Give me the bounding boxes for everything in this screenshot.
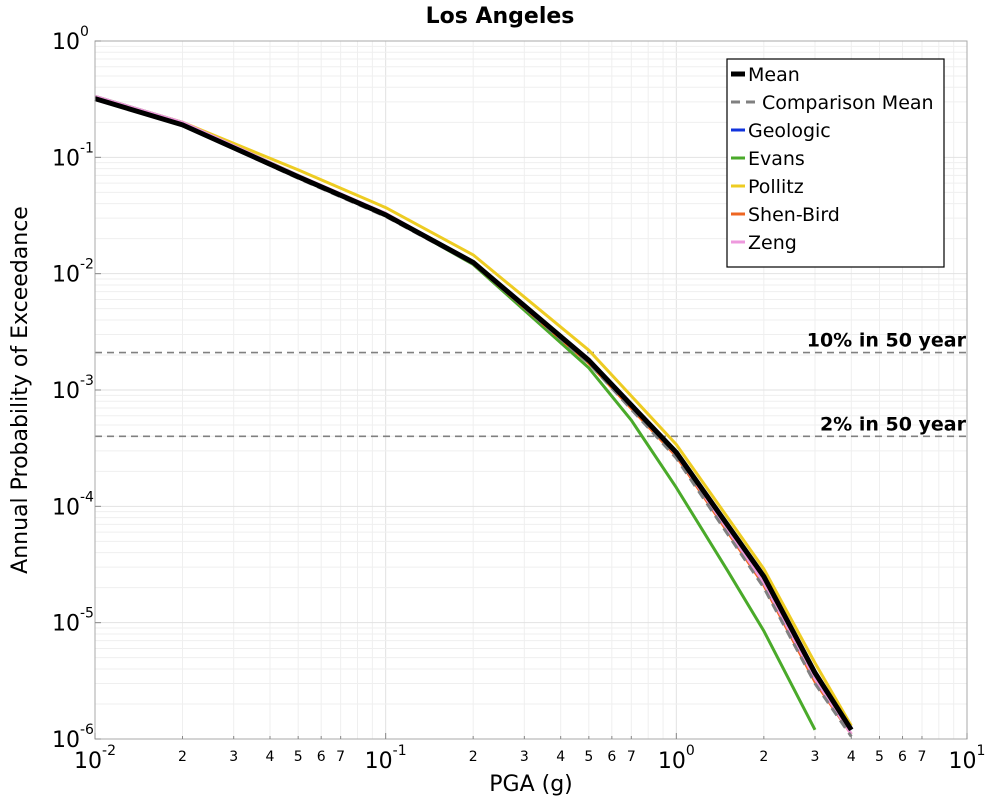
y-tick-label: 10-5 xyxy=(52,606,94,637)
x-minor-tick-label: 3 xyxy=(520,749,529,765)
x-minor-tick-label: 2 xyxy=(178,749,187,765)
series-line-pollitz xyxy=(94,95,853,727)
y-tick-label: 100 xyxy=(52,24,89,55)
legend-entry: Mean xyxy=(748,64,800,86)
legend-entry: Geologic xyxy=(748,120,831,142)
grid xyxy=(94,41,967,740)
x-minor-tick-label: 3 xyxy=(811,749,820,765)
legend-entry: Shen-Bird xyxy=(748,204,840,226)
x-tick-label: 100 xyxy=(658,743,695,774)
series-line-mean xyxy=(94,96,854,732)
x-tick-label: 10-1 xyxy=(365,743,407,774)
reference-line-label: 2% in 50 year xyxy=(820,413,967,435)
x-minor-tick-label: 7 xyxy=(336,749,345,765)
x-axis-label: PGA (g) xyxy=(489,772,573,797)
legend-box xyxy=(726,58,945,268)
legend-entry: Zeng xyxy=(748,232,797,254)
x-axis-ticks: 10-2 2 3 4 5 6 7 10-1 2 3 4 5 6 7 100 2 3 4 5 6 7 101 xyxy=(74,733,985,774)
y-tick-label: 10-6 xyxy=(52,722,94,753)
x-tick-label: 10-2 xyxy=(74,743,116,774)
x-tick-label: 101 xyxy=(949,743,986,774)
y-tick-label: 10-1 xyxy=(52,140,94,171)
reference-lines: 10% in 50 year 2% in 50 year xyxy=(95,330,967,438)
y-tick-label: 10-4 xyxy=(52,489,94,520)
x-minor-tick-label: 6 xyxy=(317,749,326,765)
y-axis-ticks: 100 10-1 10-2 10-3 10-4 10-5 10-6 xyxy=(52,24,101,753)
x-minor-tick-label: 7 xyxy=(627,749,636,765)
y-tick-label: 10-2 xyxy=(52,257,94,288)
x-minor-tick-label: 2 xyxy=(759,749,768,765)
x-minor-tick-label: 5 xyxy=(875,749,884,765)
legend: Mean Comparison Mean Geologic Evans Pollitz S… xyxy=(726,58,945,268)
x-minor-tick-label: 2 xyxy=(469,749,478,765)
x-minor-tick-label: 3 xyxy=(229,749,238,765)
chart-title: Los Angeles xyxy=(426,4,575,29)
reference-line-label: 10% in 50 year xyxy=(807,330,967,352)
y-axis-label: Annual Probability of Exceedance xyxy=(8,206,33,574)
x-minor-tick-label: 6 xyxy=(898,749,907,765)
series-lines xyxy=(94,94,854,738)
x-minor-tick-label: 4 xyxy=(847,749,856,765)
y-tick-label: 10-3 xyxy=(52,373,94,404)
legend-entry: Pollitz xyxy=(748,176,804,198)
x-minor-tick-label: 6 xyxy=(607,749,616,765)
x-minor-tick-label: 7 xyxy=(918,749,927,765)
legend-entry: Evans xyxy=(748,148,805,170)
x-minor-tick-label: 5 xyxy=(584,749,593,765)
legend-entry: Comparison Mean xyxy=(762,92,934,114)
x-minor-tick-label: 4 xyxy=(556,749,565,765)
x-minor-tick-label: 4 xyxy=(266,749,275,765)
x-minor-tick-label: 5 xyxy=(294,749,303,765)
